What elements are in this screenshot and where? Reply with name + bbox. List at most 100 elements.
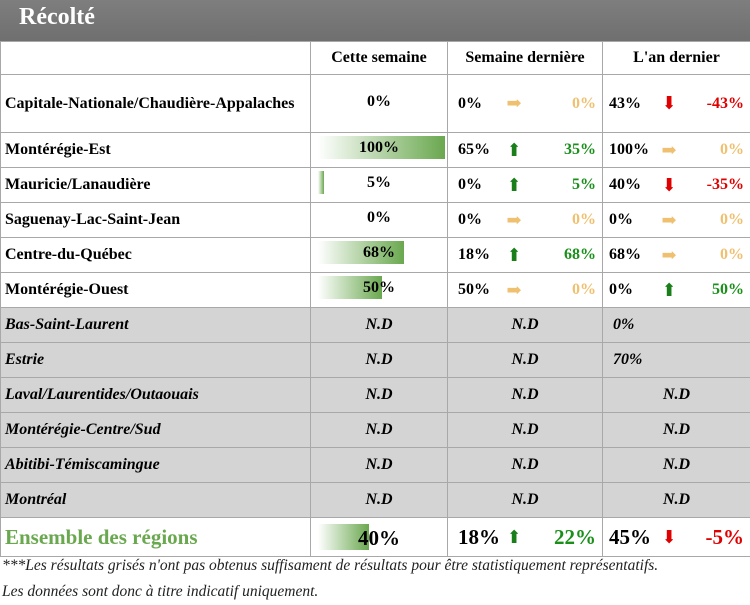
this-week-cell: N.D: [310, 482, 448, 518]
arrow-right-icon: ➡: [506, 279, 522, 300]
this-week-cell: N.D: [310, 377, 448, 413]
last-year-cell: 0%: [602, 307, 750, 343]
header-row: Cette semaine Semaine dernière L'an dern…: [0, 41, 750, 75]
last-week-value: N.D: [511, 386, 539, 403]
region-name: Montérégie-Est: [0, 132, 311, 168]
last-week-cell: 18% ⬆ 22%: [447, 517, 603, 557]
total-row: Ensemble des régions 40% 18% ⬆ 22% 45% ⬇…: [0, 517, 750, 557]
last-week-delta: 68%: [564, 246, 596, 263]
last-week-cell: N.D: [447, 342, 603, 378]
footnote-line-1: ***Les résultats grisés n'ont pas obtenu…: [2, 557, 659, 574]
last-week-cell: N.D: [447, 482, 603, 518]
table-row: Mauricie/Lanaudière 5% 0% ⬆ 5% 40% ⬇ -35…: [0, 167, 750, 203]
table-row-nd: Bas-Saint-Laurent N.D N.D 0%: [0, 307, 750, 343]
last-week-delta: 0%: [572, 281, 596, 298]
last-week-value: N.D: [511, 351, 539, 368]
last-year-cell: 70%: [602, 342, 750, 378]
region-name: Montérégie-Ouest: [0, 272, 311, 308]
last-week-value: 65%: [458, 141, 490, 158]
last-week-cell: N.D: [447, 307, 603, 343]
this-week-value: N.D: [365, 386, 393, 403]
table-row: Centre-du-Québec 68% 18% ⬆ 68% 68% ➡ 0%: [0, 237, 750, 273]
this-week-value: 50%: [363, 279, 395, 297]
this-week-value: 40%: [358, 525, 400, 550]
last-year-cell: N.D: [602, 377, 750, 413]
last-year-value: 45%: [609, 524, 651, 549]
last-year-cell: N.D: [602, 412, 750, 448]
arrow-right-icon: ➡: [506, 209, 522, 230]
last-year-value: 0%: [609, 281, 633, 298]
header-region: [0, 41, 311, 75]
region-name: Montérégie-Centre/Sud: [0, 412, 311, 448]
last-week-cell: N.D: [447, 447, 603, 483]
this-week-value: 100%: [359, 139, 399, 157]
last-year-value: 43%: [609, 94, 641, 112]
last-week-value: 18%: [458, 524, 500, 549]
this-week-value: N.D: [365, 456, 393, 473]
this-week-cell: N.D: [310, 342, 448, 378]
last-week-value: N.D: [511, 456, 539, 473]
table-row-nd: Abitibi-Témiscamingue N.D N.D N.D: [0, 447, 750, 483]
last-year-value: N.D: [662, 421, 691, 438]
this-week-cell: N.D: [310, 447, 448, 483]
arrow-up-icon: ⬆: [506, 526, 522, 547]
region-name: Bas-Saint-Laurent: [0, 307, 311, 343]
region-name: Capitale-Nationale/Chaudière-Appalaches: [0, 74, 311, 133]
region-name: Abitibi-Témiscamingue: [0, 447, 311, 483]
last-week-delta: 5%: [572, 176, 596, 193]
table-row: Montérégie-Ouest 50% 50% ➡ 0% 0% ⬆ 50%: [0, 272, 750, 308]
last-year-cell: N.D: [602, 482, 750, 518]
this-week-cell: N.D: [310, 307, 448, 343]
table-row-nd: Estrie N.D N.D 70%: [0, 342, 750, 378]
arrow-right-icon: ➡: [506, 93, 522, 113]
arrow-up-icon: ⬆: [506, 244, 522, 265]
last-year-value: 100%: [609, 141, 649, 158]
last-year-cell: 0% ➡ 0%: [602, 202, 750, 238]
this-week-cell: N.D: [310, 412, 448, 448]
table-row: Capitale-Nationale/Chaudière-Appalaches …: [0, 74, 750, 133]
arrow-up-icon: ⬆: [506, 139, 522, 160]
last-year-value: 40%: [609, 176, 641, 193]
header-last-year: L'an dernier: [602, 41, 750, 75]
arrow-right-icon: ➡: [661, 244, 677, 265]
last-year-cell: 45% ⬇ -5%: [602, 517, 750, 557]
last-week-value: 18%: [458, 246, 490, 263]
header-last-week: Semaine dernière: [447, 41, 603, 75]
last-week-value: 0%: [458, 211, 482, 228]
this-week-value: 5%: [367, 174, 391, 192]
last-year-delta: -43%: [706, 94, 744, 112]
last-year-delta: 0%: [720, 141, 744, 158]
last-year-cell: 40% ⬇ -35%: [602, 167, 750, 203]
last-year-value: 0%: [613, 316, 635, 333]
last-year-cell: N.D: [602, 447, 750, 483]
table-row-nd: Montérégie-Centre/Sud N.D N.D N.D: [0, 412, 750, 448]
table-row-nd: Laval/Laurentides/Outaouais N.D N.D N.D: [0, 377, 750, 413]
region-name: Saguenay-Lac-Saint-Jean: [0, 202, 311, 238]
last-week-value: N.D: [511, 421, 539, 438]
this-week-cell: 50%: [310, 272, 448, 308]
last-year-cell: 0% ⬆ 50%: [602, 272, 750, 308]
last-year-cell: 100% ➡ 0%: [602, 132, 750, 168]
last-year-delta: 0%: [720, 246, 744, 263]
this-week-cell: 40%: [310, 517, 448, 557]
last-year-delta: -35%: [706, 176, 744, 193]
arrow-down-icon: ⬇: [661, 93, 677, 113]
this-week-cell: 0%: [310, 202, 448, 238]
progress-bar: [318, 524, 369, 550]
region-name: Montréal: [0, 482, 311, 518]
last-week-cell: N.D: [447, 377, 603, 413]
arrow-down-icon: ⬇: [661, 174, 677, 195]
arrow-up-icon: ⬆: [506, 174, 522, 195]
title-bar: Récolté: [0, 0, 750, 41]
this-week-value: 68%: [363, 244, 395, 262]
last-week-cell: N.D: [447, 412, 603, 448]
region-name: Centre-du-Québec: [0, 237, 311, 273]
region-name: Ensemble des régions: [0, 517, 311, 557]
this-week-value: N.D: [365, 491, 393, 508]
last-week-cell: 0% ➡ 0%: [447, 202, 603, 238]
this-week-value: N.D: [365, 351, 393, 368]
last-year-delta: 50%: [712, 281, 744, 298]
this-week-value: N.D: [365, 421, 393, 438]
progress-bar: [318, 241, 404, 264]
last-week-value: N.D: [511, 491, 539, 508]
